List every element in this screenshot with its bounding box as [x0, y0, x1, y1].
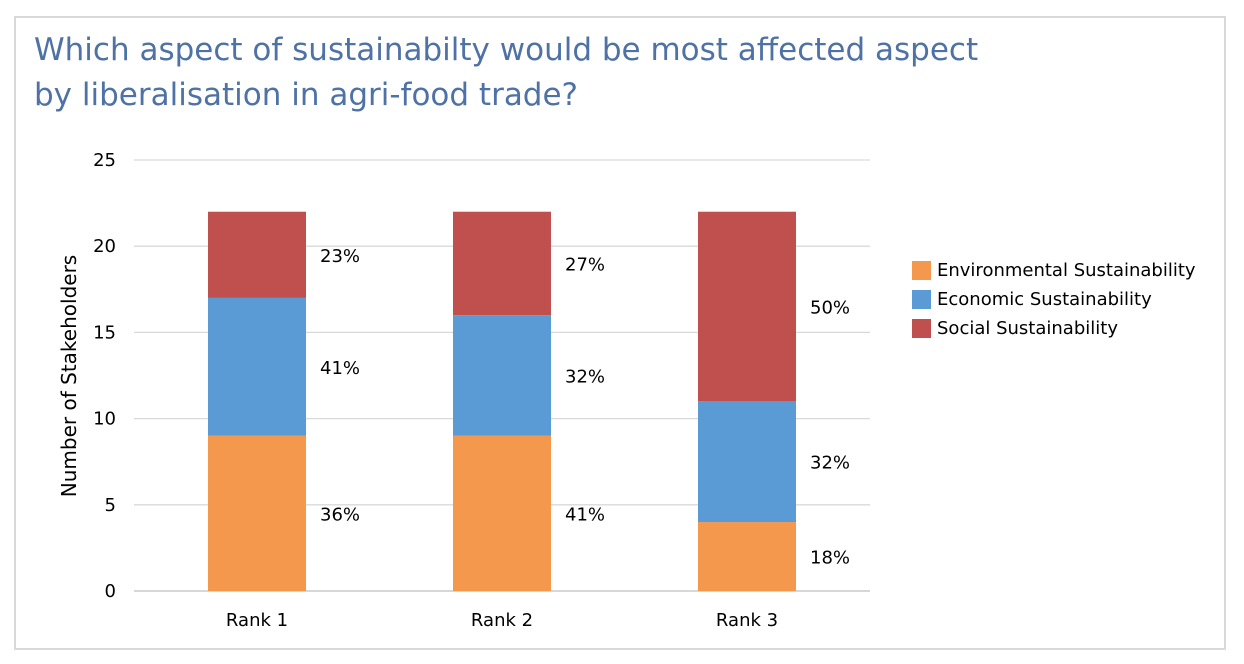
legend-label: Economic Sustainability — [937, 289, 1152, 310]
chart-title-line-2: by liberalisation in agri-food trade? — [34, 77, 579, 113]
y-axis-label: Number of Stakeholders — [57, 255, 81, 497]
y-tick-label: 10 — [93, 409, 116, 430]
y-tick-label: 5 — [105, 495, 116, 516]
bar-segment — [698, 211, 796, 402]
legend-item: Economic Sustainability — [912, 285, 1196, 314]
bar-segment — [453, 211, 551, 316]
legend-swatch — [912, 319, 931, 338]
x-tick-label: Rank 3 — [716, 610, 778, 631]
bar-segment — [453, 315, 551, 436]
data-label: 41% — [320, 358, 360, 379]
legend: Environmental Sustainability Economic Sus… — [912, 256, 1196, 343]
bar-segment — [208, 297, 306, 436]
y-tick-label: 15 — [93, 322, 116, 343]
data-label: 18% — [810, 548, 850, 569]
bar-segment — [698, 401, 796, 523]
legend-label: Environmental Sustainability — [937, 260, 1196, 281]
y-tick-label: 0 — [105, 581, 116, 602]
y-tick-label: 20 — [93, 236, 116, 257]
data-label: 27% — [565, 254, 605, 275]
data-label: 36% — [320, 504, 360, 525]
legend-label: Social Sustainability — [937, 318, 1118, 339]
data-label: 23% — [320, 246, 360, 267]
data-label: 50% — [810, 298, 850, 319]
data-label: 41% — [565, 504, 605, 525]
data-label: 32% — [565, 367, 605, 388]
bar-segment — [453, 435, 551, 591]
x-tick-label: Rank 1 — [226, 610, 288, 631]
legend-swatch — [912, 261, 931, 280]
tick-labels: 0 5 10 15 20 25 Rank 1 Rank 2 Rank 3 — [93, 150, 778, 631]
chart-title: Which aspect of sustainabilty would be m… — [34, 28, 1034, 118]
bars — [208, 211, 796, 591]
data-label: 32% — [810, 453, 850, 474]
bar-segment — [208, 211, 306, 298]
chart-title-line-1: Which aspect of sustainabilty would be m… — [34, 32, 979, 68]
bar-segment — [698, 522, 796, 591]
data-labels: 36% 41% 23% 41% 32% 27% 18% 32% 50% — [320, 246, 850, 569]
legend-item: Social Sustainability — [912, 314, 1196, 343]
y-tick-label: 25 — [93, 150, 116, 171]
bar-segment — [208, 435, 306, 591]
legend-swatch — [912, 290, 931, 309]
x-tick-label: Rank 2 — [471, 610, 533, 631]
legend-item: Environmental Sustainability — [912, 256, 1196, 285]
